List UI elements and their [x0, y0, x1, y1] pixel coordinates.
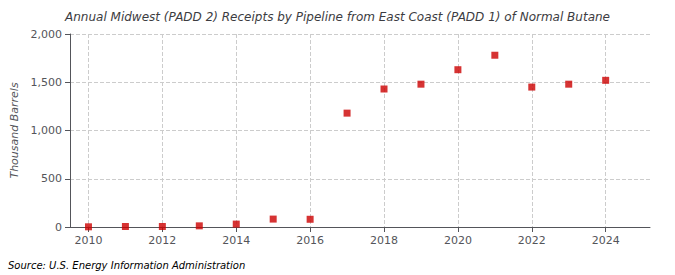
svg-text:1,000: 1,000 [31, 124, 63, 137]
svg-text:1,500: 1,500 [31, 76, 63, 89]
svg-text:2016: 2016 [296, 234, 324, 247]
svg-text:2012: 2012 [148, 234, 176, 247]
svg-text:2022: 2022 [518, 234, 546, 247]
svg-text:2024: 2024 [592, 234, 620, 247]
svg-text:2010: 2010 [74, 234, 102, 247]
svg-text:Source: U.S. Energy Informatio: Source: U.S. Energy Information Administ… [8, 260, 245, 271]
svg-text:0: 0 [55, 221, 62, 234]
svg-text:Annual Midwest (PADD 2) Receip: Annual Midwest (PADD 2) Receipts by Pipe… [64, 10, 610, 24]
svg-text:2,000: 2,000 [31, 28, 63, 41]
svg-text:Thousand Barrels: Thousand Barrels [8, 82, 21, 178]
svg-text:2014: 2014 [222, 234, 250, 247]
svg-text:2020: 2020 [444, 234, 472, 247]
svg-text:2018: 2018 [370, 234, 398, 247]
svg-text:500: 500 [41, 172, 62, 185]
